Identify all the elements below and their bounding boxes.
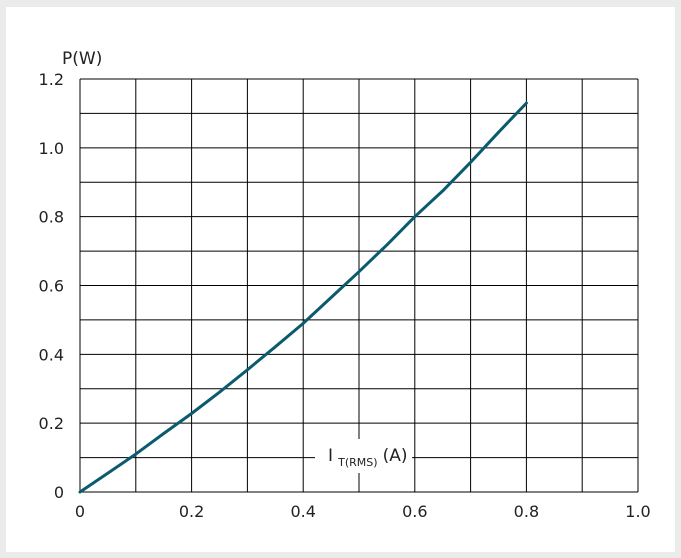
y-tick-label: 0.4 (39, 345, 64, 364)
x-tick-label: 0.2 (179, 502, 204, 521)
grid (79, 78, 639, 493)
x-axis-label-text: I T(RMS) (A) (328, 446, 408, 470)
x-axis-label-background (315, 439, 412, 473)
x-axis-label-main: I (328, 446, 333, 466)
x-axis-label-unit: (A) (383, 446, 408, 466)
y-tick-label: 0.8 (39, 208, 64, 227)
x-tick-label: 0.4 (290, 502, 315, 521)
x-axis-label-subscript: T(RMS) (337, 456, 377, 469)
x-tick-label: 0.6 (402, 502, 427, 521)
x-tick-label: 0 (75, 502, 85, 521)
chart-frame: 0 0.2 0.4 0.6 0.8 1.0 0 0.2 0.4 0.6 0.8 1.0 1.2 P(W)… (6, 7, 675, 552)
y-tick-label: 1.0 (39, 139, 64, 158)
power-chart: 0 0.2 0.4 0.6 0.8 1.0 0 0.2 0.4 0.6 0.8 1.0 1.2 P(W)… (39, 49, 651, 521)
x-tick-label: 1.0 (625, 502, 650, 521)
y-tick-label: 0.6 (39, 277, 64, 296)
y-tick-label: 0 (54, 483, 64, 502)
x-axis-label: I T(RMS) (A) (315, 439, 412, 473)
series-layer (78, 101, 528, 494)
x-tick-label: 0.8 (514, 502, 539, 521)
y-tick-label: 0.2 (39, 414, 64, 433)
series-line (78, 101, 528, 494)
y-tick-label: 1.2 (39, 70, 64, 89)
tick-labels: 0 0.2 0.4 0.6 0.8 1.0 0 0.2 0.4 0.6 0.8 1.0 1.2 (39, 70, 651, 521)
y-axis-label: P(W) (62, 49, 102, 69)
